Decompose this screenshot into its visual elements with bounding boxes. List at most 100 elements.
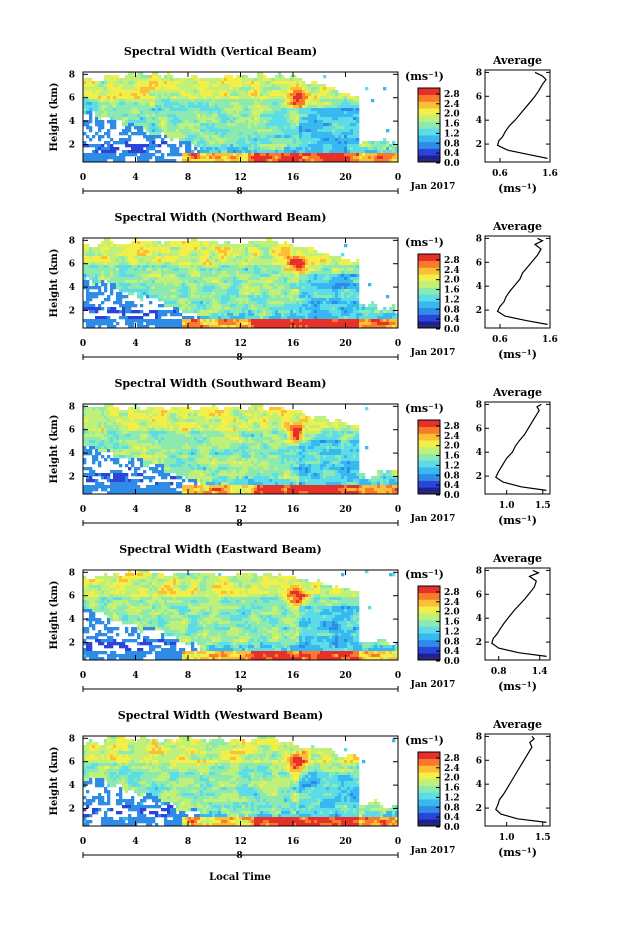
heatmap-cell [221,310,225,314]
colorbar-segment [418,155,440,163]
heatmap-cell [125,319,129,323]
heatmap-cell [254,280,258,284]
heatmap-cell [302,325,306,329]
heatmap-cell [263,316,267,320]
heatmap-cell [110,117,114,121]
heatmap-cell [242,256,246,260]
heatmap-cell [122,283,126,287]
heatmap-cell [224,78,228,82]
heatmap-cell [287,274,291,278]
heatmap-cell [167,310,171,314]
heatmap-cell [134,247,138,251]
heatmap-cell [278,307,282,311]
heatmap-cell [89,295,93,299]
heatmap-cell [233,111,237,115]
heatmap-cell [263,289,267,293]
heatmap-cell [245,286,249,290]
heatmap-cell [281,301,285,305]
heatmap-cell [314,310,318,314]
heatmap-cell [287,319,291,323]
heatmap-cell [119,84,123,88]
heatmap-cell [311,310,315,314]
heatmap-cell [227,313,231,317]
heatmap-cell [248,310,252,314]
heatmap-cell [293,159,297,163]
heatmap-cell [191,295,195,299]
heatmap-cell [230,280,234,284]
heatmap-cell [362,156,366,160]
heatmap-cell [218,108,222,112]
heatmap-cell [203,111,207,115]
heatmap-cell [125,132,129,136]
heatmap-cell [83,274,87,278]
heatmap-cell [122,111,126,115]
heatmap-cell [293,135,297,139]
heatmap-cell [344,126,348,130]
heatmap-cell [194,271,198,275]
heatmap-cell [218,90,222,94]
heatmap-cell [185,156,189,160]
heatmap-cell [257,114,261,118]
heatmap-cell [221,271,225,275]
heatmap-cell [209,244,213,248]
heatmap-cell [269,325,273,329]
heatmap-cell [152,99,156,103]
heatmap-cell [356,262,360,266]
heatmap-cell [98,319,102,323]
heatmap-cell [212,117,216,121]
heatmap-cell [146,271,150,275]
heatmap-cell [314,138,318,142]
heatmap-cell [275,289,279,293]
heatmap-cell [326,268,330,272]
heatmap-cell [158,277,162,281]
heatmap-cell [125,256,129,260]
heatmap-cell [266,153,270,157]
heatmap-cell [125,289,129,293]
heatmap-cell [188,310,192,314]
heatmap-cell [104,147,108,151]
heatmap-cell [167,129,171,133]
heatmap-cell [353,277,357,281]
heatmap-cell [176,96,180,100]
heatmap-cell [311,292,315,296]
heatmap-cell [233,316,237,320]
heatmap-cell [107,295,111,299]
heatmap-cell [167,322,171,326]
heatmap-cell [224,75,228,79]
heatmap-cell [305,111,309,115]
heatmap-cell [248,78,252,82]
heatmap-cell [287,268,291,272]
heatmap-cell [317,84,321,88]
heatmap-cell [251,126,255,130]
heatmap-cell [224,153,228,157]
heatmap-cell [179,87,183,91]
heatmap-cell [311,322,315,326]
heatmap-cell [101,81,105,85]
heatmap-cell [185,108,189,112]
heatmap-cell [296,271,300,275]
heatmap-cell [92,271,96,275]
heatmap-cell [149,244,153,248]
heatmap-cell [167,271,171,275]
heatmap-cell [326,105,330,109]
heatmap-cell [116,322,120,326]
heatmap-cell [164,250,168,254]
heatmap-cell [314,280,318,284]
heatmap-cell [212,138,216,142]
heatmap-cell [227,256,231,260]
heatmap-cell [182,126,186,130]
heatmap-cell [125,286,129,290]
heatmap-cell [245,253,249,257]
heatmap-cell [257,138,261,142]
heatmap-cell [245,292,249,296]
heatmap-cell [191,117,195,121]
heatmap-cell [200,271,204,275]
heatmap-cell [299,159,303,163]
heatmap-cell [206,265,210,269]
heatmap-cell [308,280,312,284]
heatmap-cell [293,153,297,157]
heatmap-cell [83,111,87,115]
heatmap-cell [317,298,321,302]
heatmap-cell [188,289,192,293]
heatmap-cell [170,81,174,85]
